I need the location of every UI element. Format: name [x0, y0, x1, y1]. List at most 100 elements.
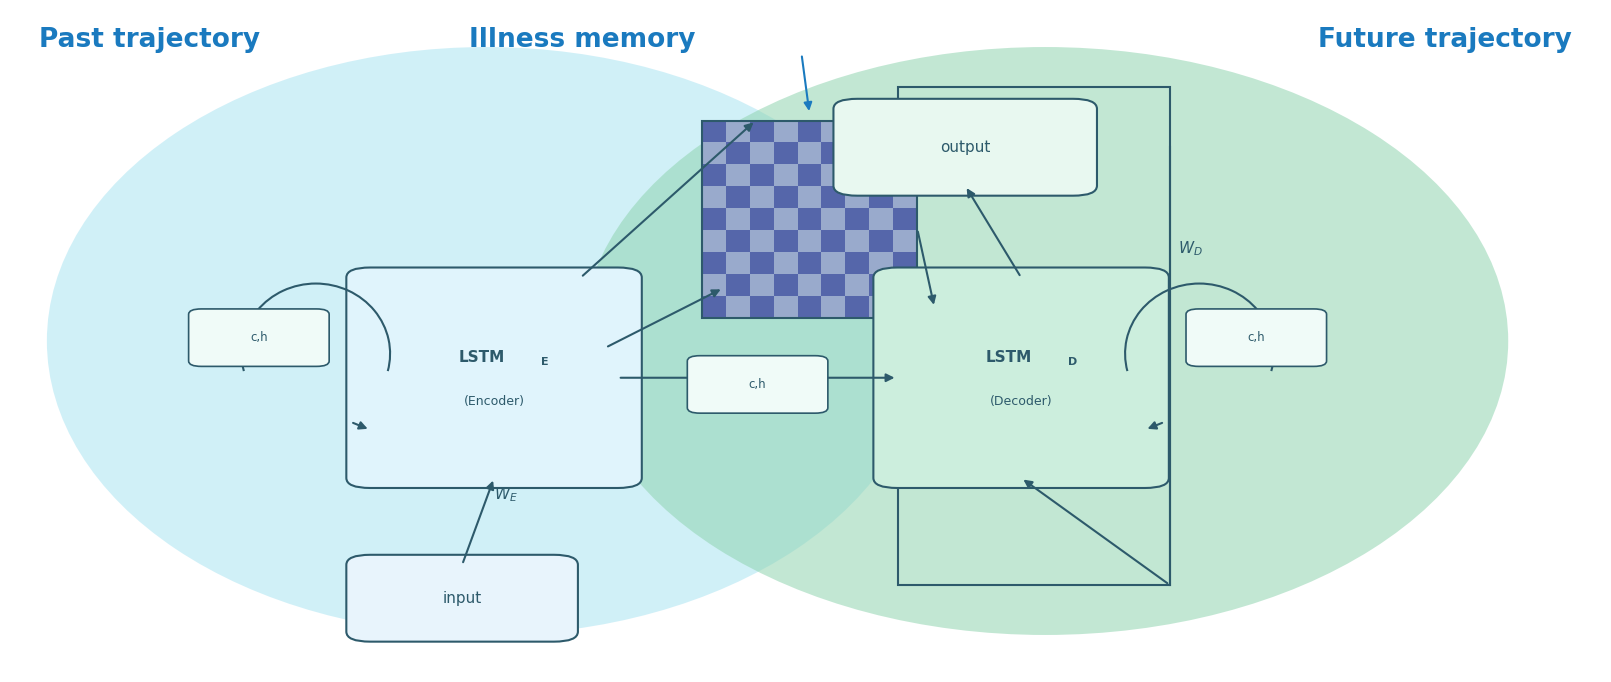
Bar	[822, 186, 846, 208]
Bar	[725, 164, 749, 186]
Bar	[870, 164, 894, 186]
Bar	[725, 121, 749, 143]
Text: Illness memory: Illness memory	[469, 27, 696, 53]
Text: LSTM: LSTM	[986, 350, 1031, 365]
Bar	[773, 273, 797, 296]
Bar	[822, 230, 846, 252]
Bar	[894, 186, 917, 208]
Text: c,h: c,h	[1247, 331, 1265, 344]
Bar	[822, 296, 846, 318]
Bar	[797, 121, 822, 143]
Text: Past trajectory: Past trajectory	[39, 27, 259, 53]
Bar	[846, 164, 870, 186]
Text: c,h: c,h	[749, 378, 767, 391]
Bar	[894, 252, 917, 273]
Text: (Encoder): (Encoder)	[464, 396, 525, 409]
Bar	[702, 121, 917, 318]
Bar	[846, 121, 870, 143]
Bar	[894, 164, 917, 186]
Bar	[725, 143, 749, 164]
Bar	[797, 230, 822, 252]
Bar	[749, 296, 773, 318]
Bar	[749, 121, 773, 143]
Bar	[725, 208, 749, 230]
Bar	[822, 252, 846, 273]
Bar	[702, 230, 725, 252]
Bar	[797, 273, 822, 296]
Bar	[773, 186, 797, 208]
Bar	[725, 230, 749, 252]
Bar	[870, 186, 894, 208]
Bar	[846, 230, 870, 252]
Bar	[702, 121, 725, 143]
Bar	[846, 252, 870, 273]
Bar	[725, 252, 749, 273]
Bar	[749, 230, 773, 252]
Bar	[822, 143, 846, 164]
Bar	[725, 296, 749, 318]
Bar	[870, 143, 894, 164]
FancyBboxPatch shape	[1186, 309, 1326, 366]
Bar	[702, 143, 725, 164]
Bar	[870, 273, 894, 296]
Ellipse shape	[47, 47, 925, 635]
Bar	[702, 186, 725, 208]
Bar	[846, 186, 870, 208]
Bar	[773, 252, 797, 273]
Text: D: D	[1068, 357, 1076, 367]
Bar	[897, 87, 1170, 585]
Bar	[870, 230, 894, 252]
FancyBboxPatch shape	[346, 267, 641, 488]
Bar	[797, 252, 822, 273]
Bar	[773, 296, 797, 318]
Bar	[846, 143, 870, 164]
Bar	[773, 208, 797, 230]
Bar	[725, 273, 749, 296]
Bar	[870, 252, 894, 273]
FancyBboxPatch shape	[833, 99, 1097, 196]
Bar	[894, 273, 917, 296]
Bar	[894, 296, 917, 318]
Bar	[846, 273, 870, 296]
Bar	[749, 208, 773, 230]
Text: output: output	[941, 140, 991, 155]
Text: $W_E$: $W_E$	[495, 486, 517, 504]
Text: (Decoder): (Decoder)	[989, 396, 1052, 409]
FancyBboxPatch shape	[346, 554, 578, 642]
Bar	[702, 164, 725, 186]
Bar	[822, 121, 846, 143]
Bar	[797, 186, 822, 208]
Bar	[797, 164, 822, 186]
Bar	[797, 208, 822, 230]
Bar	[749, 164, 773, 186]
Bar	[870, 296, 894, 318]
Bar	[870, 121, 894, 143]
Bar	[749, 143, 773, 164]
Bar	[797, 296, 822, 318]
Bar	[822, 164, 846, 186]
Text: E: E	[541, 357, 549, 367]
Bar	[846, 296, 870, 318]
FancyBboxPatch shape	[873, 267, 1170, 488]
Bar	[702, 296, 725, 318]
Bar	[773, 230, 797, 252]
Text: LSTM: LSTM	[458, 350, 504, 365]
Bar	[773, 164, 797, 186]
Bar	[773, 121, 797, 143]
Ellipse shape	[582, 47, 1508, 635]
FancyBboxPatch shape	[688, 356, 828, 413]
Bar	[797, 143, 822, 164]
Bar	[725, 186, 749, 208]
Bar	[894, 230, 917, 252]
Bar	[702, 208, 725, 230]
Bar	[749, 252, 773, 273]
Bar	[749, 186, 773, 208]
Bar	[702, 252, 725, 273]
FancyBboxPatch shape	[188, 309, 329, 366]
Bar	[822, 208, 846, 230]
Bar	[870, 208, 894, 230]
Bar	[894, 143, 917, 164]
Bar	[822, 273, 846, 296]
Text: c,h: c,h	[250, 331, 267, 344]
Text: input: input	[443, 591, 482, 606]
